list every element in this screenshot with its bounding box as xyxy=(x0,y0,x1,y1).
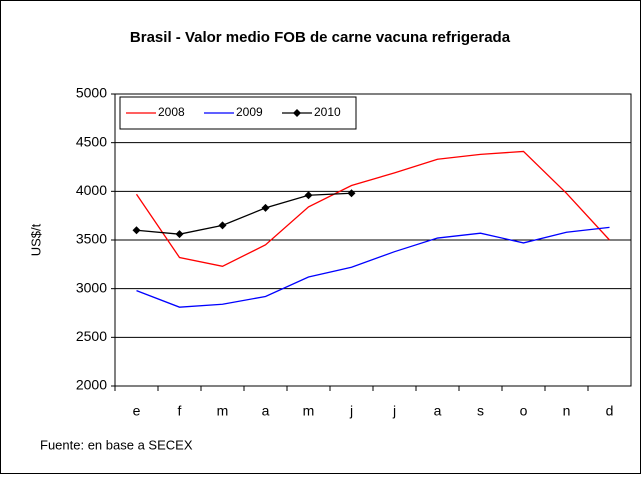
point-marker xyxy=(175,230,184,239)
y-tick-label: 3000 xyxy=(76,279,107,295)
x-tick-label: d xyxy=(606,403,614,419)
x-tick-label: e xyxy=(133,403,141,419)
y-tick-label: 3500 xyxy=(76,231,107,247)
series-line xyxy=(136,226,610,308)
legend-label: 2008 xyxy=(158,105,185,119)
point-marker xyxy=(304,191,313,200)
y-tick-label: 2000 xyxy=(76,377,107,393)
legend-label: 2010 xyxy=(314,105,341,119)
y-tick-label: 4000 xyxy=(76,182,107,198)
point-marker xyxy=(347,189,356,198)
x-tick-label: o xyxy=(520,403,528,419)
point-marker xyxy=(261,203,270,212)
point-marker xyxy=(132,226,141,235)
legend-marker xyxy=(293,109,301,117)
x-tick-label: a xyxy=(262,403,270,419)
footnote: Fuente: en base a SECEX xyxy=(40,437,193,452)
legend-label: 2009 xyxy=(236,105,263,119)
series-line xyxy=(136,192,352,235)
x-tick-label: m xyxy=(217,403,229,419)
y-axis-label: US$/t xyxy=(28,223,43,256)
chart-title: Brasil - Valor medio FOB de carne vacuna… xyxy=(130,29,511,46)
x-tick-label: j xyxy=(349,403,353,419)
legend-box xyxy=(119,96,357,130)
y-tick-label: 5000 xyxy=(76,85,107,101)
y-tick-label: 4500 xyxy=(76,133,107,149)
x-tick-label: f xyxy=(178,403,182,419)
x-tick-label: m xyxy=(303,403,315,419)
x-tick-label: s xyxy=(477,403,484,419)
point-marker xyxy=(218,221,227,230)
x-tick-label: a xyxy=(434,403,442,419)
x-tick-label: n xyxy=(563,403,571,419)
x-tick-label: j xyxy=(392,403,396,419)
y-tick-label: 2500 xyxy=(76,328,107,344)
series-line xyxy=(135,150,610,267)
